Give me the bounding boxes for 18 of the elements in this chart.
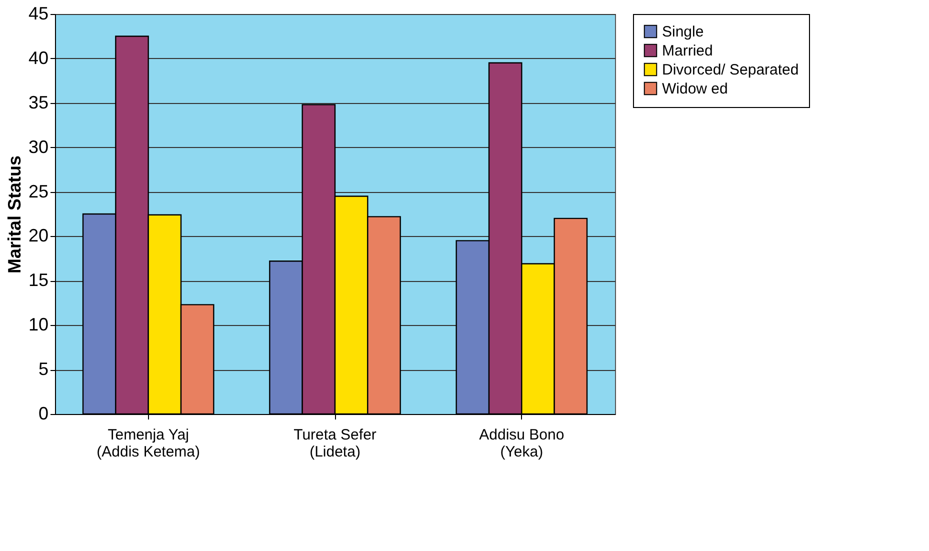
legend-label: Single (662, 24, 704, 40)
x-tick-label: Addisu Bono (Yeka) (479, 426, 564, 460)
x-tick-label: Temenja Yaj (Addis Ketema) (96, 426, 200, 460)
y-tick-label: 5 (38, 359, 48, 380)
y-tick-label: 30 (28, 136, 48, 157)
y-tick-label: 0 (38, 404, 48, 424)
y-tick-label: 20 (28, 226, 48, 246)
x-tick-label: Tureta Sefer (Lideta) (294, 426, 376, 460)
y-tick-label: 45 (28, 4, 48, 24)
y-tick-label: 40 (28, 48, 48, 68)
y-tick-label: 25 (28, 181, 48, 202)
y-tick-label: 35 (28, 92, 48, 112)
legend-label: Married (662, 42, 713, 60)
legend-label: Divorced/ Separated (662, 62, 799, 78)
y-tick-label: 15 (28, 270, 48, 290)
legend-label: Widow ed (662, 80, 728, 98)
y-axis-title: Marital Status (4, 155, 24, 274)
y-tick-label: 10 (28, 314, 48, 335)
